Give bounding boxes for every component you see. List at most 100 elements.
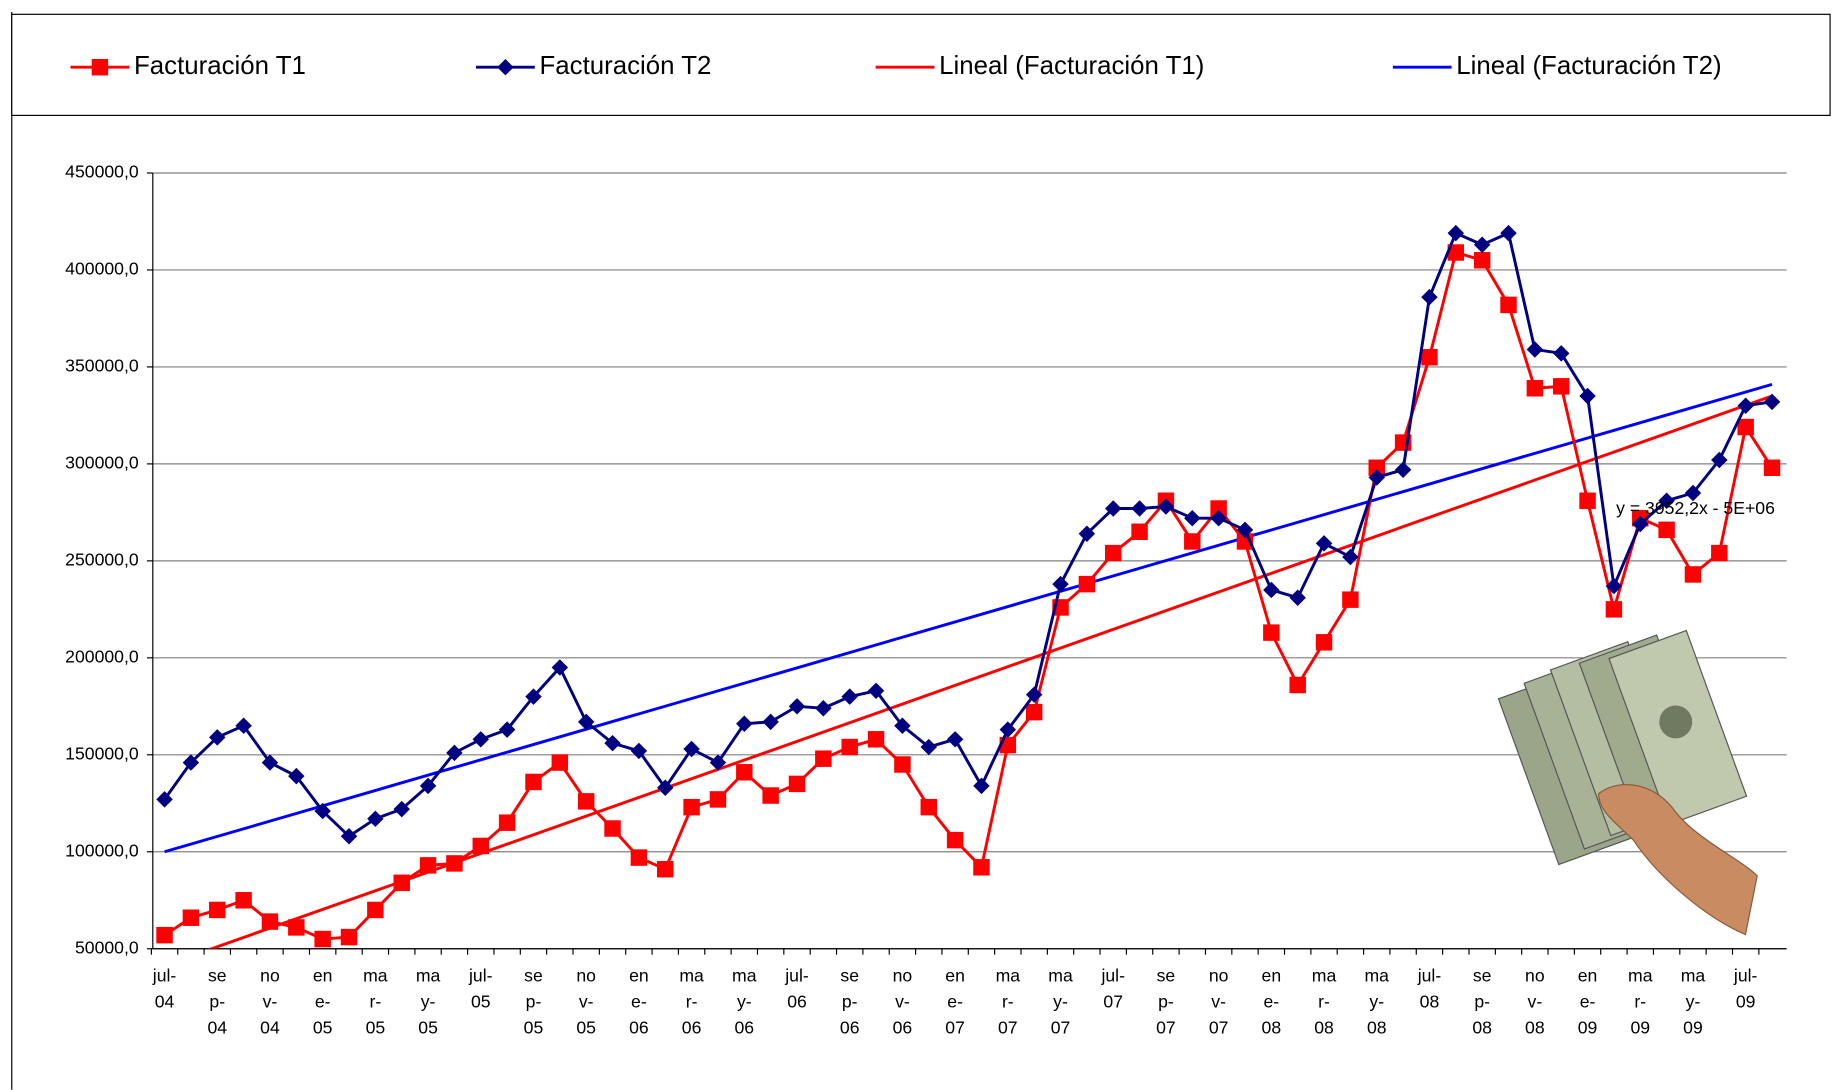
x-tick-label: jul-08 [1417,966,1442,1012]
data-point [525,773,542,791]
data-point [1526,341,1544,358]
trendline [164,382,1773,854]
data-point [367,810,384,828]
data-point [894,717,911,734]
data-point [498,721,516,738]
data-point [1447,224,1465,242]
data-point [1315,634,1333,651]
data-point [946,731,964,748]
data-point [446,744,463,762]
data-point [1078,575,1096,593]
y-tick-label: 400000,0 [65,259,139,279]
x-tick-label: ma r-08 [1312,966,1337,1038]
data-point [1526,380,1544,397]
legend-label: Lineal (Facturación T2) [1456,52,1721,80]
x-tick-label: en e-07 [945,966,965,1038]
x-tick-label: se p-07 [1156,966,1176,1038]
x-tick-label: ma y-06 [732,966,757,1038]
data-point [736,715,753,733]
data-point [1421,288,1438,306]
data-point [1131,500,1148,517]
data-point [709,754,727,771]
data-point [314,802,331,820]
grid: 50000,0 100000,0 150000,0 200000,0 250000,0 3… [65,162,1787,1038]
data-point [1342,591,1359,608]
data-point [657,861,674,878]
data-point [1473,252,1491,269]
data-point [867,731,885,748]
data-point [1500,224,1517,242]
data-point [762,713,779,731]
data-point [1184,533,1201,550]
data-point [815,700,832,717]
data-point [762,787,779,804]
y-tick-label: 200000,0 [65,646,139,666]
data-point [1263,581,1280,599]
data-point [683,798,700,816]
data-point [841,688,858,705]
data-point [973,777,990,795]
legend-label: Facturación T2 [540,52,712,80]
data-point [1315,535,1333,552]
data-point [1658,521,1675,539]
data-point [894,756,911,773]
data-point [630,849,648,866]
data-point [419,777,437,795]
data-point [1658,492,1675,509]
data-point [946,831,964,849]
data-point [604,820,621,837]
data-point [577,793,595,810]
data-point [1632,515,1649,533]
data-point [472,837,490,855]
data-point [314,930,331,948]
data-point [683,740,700,758]
data-point [1263,624,1280,641]
data-point [1447,244,1465,261]
y-tick-label: 250000,0 [65,550,139,570]
x-tick-label: se p-06 [840,966,860,1038]
data-point [91,58,109,76]
x-tick-label: jul-04 [152,966,177,1012]
data-point [340,828,358,845]
data-point [1763,393,1781,411]
y-tick-label: 450000,0 [65,162,139,182]
data-point [1105,544,1122,562]
data-point [1131,523,1148,541]
data-point [1368,459,1385,477]
data-point [1500,296,1517,314]
data-point [340,928,358,946]
data-point [1210,500,1227,517]
money-picture [1497,629,1758,936]
data-point [419,857,437,874]
data-point [815,750,832,767]
x-tick-label: no v-08 [1525,966,1545,1038]
data-point [1236,521,1254,539]
y-tick-label: 50000,0 [75,937,139,957]
data-point [920,798,937,816]
data-point [1737,418,1754,436]
data-point [1763,459,1781,477]
data-point [709,791,727,808]
data-point [999,721,1017,738]
data-point [1684,484,1702,502]
x-tick-label: no v-04 [260,966,280,1038]
x-tick-label: no v-06 [893,966,913,1038]
data-point [446,855,463,872]
x-tick-label: en e-05 [313,966,333,1038]
data-point [736,764,753,781]
x-tick-label: ma y-09 [1681,966,1706,1038]
data-point [1552,378,1570,395]
trendline-equation: y = 3952,2x - 5E+06 [1616,498,1775,518]
data-point [551,754,569,771]
data-point [525,688,542,705]
data-point [1421,349,1438,366]
data-point [1473,236,1491,253]
x-tick-label: en e-06 [629,966,649,1038]
data-point [156,926,173,944]
data-point [1184,509,1201,527]
x-tick-label: en e-09 [1578,966,1598,1038]
data-point [235,717,252,734]
data-point [1737,397,1754,414]
y-tick-label: 150000,0 [65,743,139,763]
